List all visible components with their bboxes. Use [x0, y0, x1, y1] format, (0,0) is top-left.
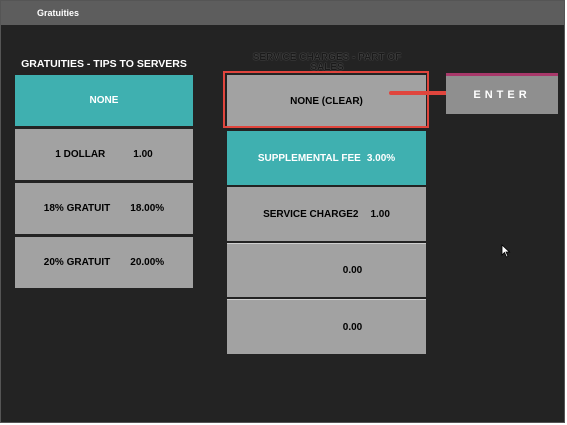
tile-label: 18% GRATUIT	[43, 203, 111, 214]
tile-amount: 18.00%	[130, 203, 165, 214]
tile-amount: 0.00	[342, 321, 363, 333]
enter-button[interactable]: ENTER	[446, 73, 558, 114]
service-charge-empty-button[interactable]: 0.00	[227, 299, 426, 354]
service-charge2-button[interactable]: SERVICE CHARGE2 1.00	[227, 187, 426, 241]
gratuities-heading: GRATUITIES - TIPS TO SERVERS	[21, 58, 187, 70]
tile-label: NONE	[89, 95, 119, 106]
tile-label: 20% GRATUIT	[43, 257, 111, 268]
tile-label: SERVICE CHARGE2	[263, 208, 359, 220]
tile-label: SUPPLEMENTAL FEE	[257, 152, 361, 164]
gratuity-1-dollar-button[interactable]: 1 DOLLAR 1.00	[15, 129, 193, 180]
tile-amount: 1.00	[370, 208, 390, 220]
service-charge-none-button[interactable]: NONE (CLEAR)	[227, 75, 426, 127]
tile-amount: 1.00	[133, 149, 153, 160]
gratuity-18-percent-button[interactable]: 18% GRATUIT 18.00%	[15, 183, 193, 234]
tile-amount: 3.00%	[366, 152, 396, 164]
mouse-cursor-icon	[501, 244, 511, 258]
tile-amount: 0.00	[342, 265, 363, 276]
service-charges-heading: SERVICE CHARGES - PART OF SALES	[252, 52, 402, 73]
gratuity-20-percent-button[interactable]: 20% GRATUIT 20.00%	[15, 237, 193, 288]
highlight-box	[223, 71, 429, 128]
supplemental-fee-button[interactable]: SUPPLEMENTAL FEE 3.00%	[227, 131, 426, 185]
tile-amount: 20.00%	[130, 257, 165, 268]
service-charge-empty-button[interactable]: 0.00	[227, 243, 426, 297]
tile-label: NONE (CLEAR)	[290, 95, 363, 107]
gratuity-none-button[interactable]: NONE	[15, 75, 193, 126]
window-title: Gratuities	[1, 1, 564, 25]
tile-label: 1 DOLLAR	[55, 149, 106, 160]
